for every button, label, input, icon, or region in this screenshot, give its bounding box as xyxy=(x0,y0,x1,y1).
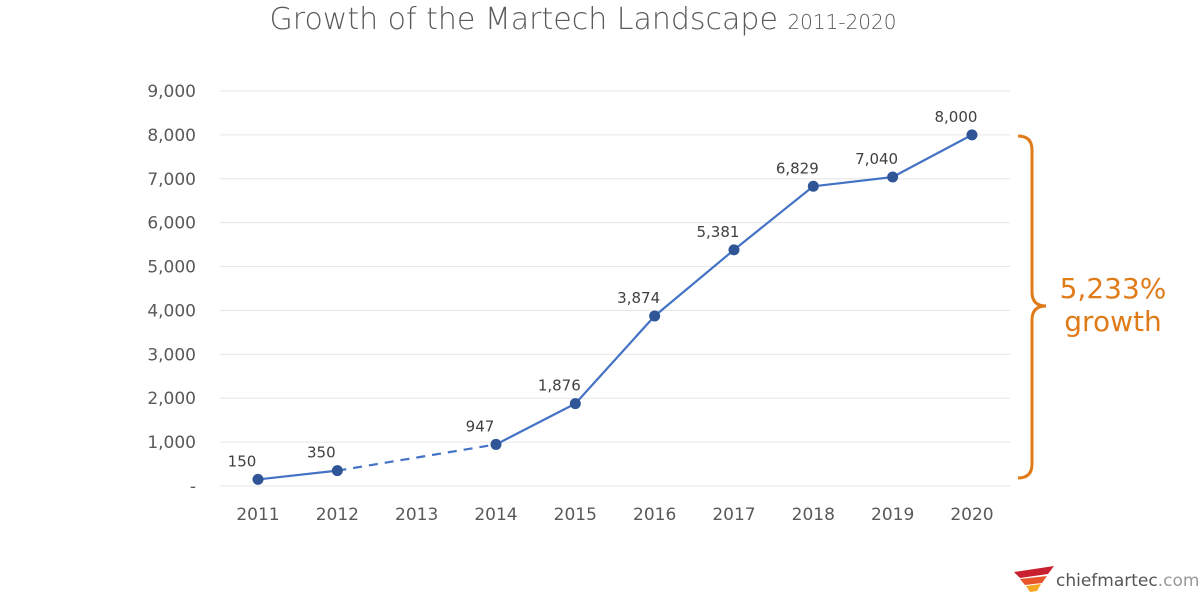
x-tick-label: 2014 xyxy=(474,505,517,525)
data-point xyxy=(252,473,264,485)
data-point xyxy=(490,438,502,450)
x-tick-label: 2019 xyxy=(871,505,914,525)
x-tick-label: 2013 xyxy=(395,505,438,525)
x-tick-label: 2012 xyxy=(316,505,359,525)
growth-label: growth xyxy=(1064,305,1162,338)
data-label: 6,829 xyxy=(776,159,819,177)
data-label: 7,040 xyxy=(855,150,898,168)
data-point xyxy=(728,244,740,256)
title-text: Growth of the Martech Landscape xyxy=(269,2,778,37)
y-tick-label: 9,000 xyxy=(147,82,196,102)
data-point xyxy=(966,129,978,141)
line-segment xyxy=(733,185,814,251)
line-segment xyxy=(495,402,576,446)
y-tick-label: 7,000 xyxy=(147,170,196,190)
line-segment xyxy=(574,315,656,405)
data-label: 1,876 xyxy=(538,377,581,395)
data-label: 350 xyxy=(307,444,336,462)
line-segment xyxy=(257,469,338,481)
growth-annotation: 5,233% growth xyxy=(1048,272,1178,338)
logo-text: chiefmartec xyxy=(1056,571,1158,591)
logo-mark-icon xyxy=(1014,566,1054,592)
data-label: 8,000 xyxy=(934,108,977,126)
dashed-line-segment xyxy=(337,443,497,472)
data-label: 947 xyxy=(466,417,495,435)
data-point xyxy=(649,310,661,322)
line-segment xyxy=(653,248,735,317)
y-tick-label: 6,000 xyxy=(147,214,196,234)
data-label: 3,874 xyxy=(617,289,660,307)
y-tick-label: 4,000 xyxy=(147,301,196,321)
logo-suffix: .com xyxy=(1157,571,1200,591)
x-tick-label: 2020 xyxy=(950,505,993,525)
growth-bracket xyxy=(1017,134,1047,480)
x-tick-label: 2018 xyxy=(792,505,835,525)
y-tick-label: - xyxy=(190,477,196,497)
y-tick-label: 5,000 xyxy=(147,258,196,278)
data-label: 5,381 xyxy=(697,223,740,241)
x-tick-label: 2011 xyxy=(236,505,279,525)
y-tick-label: 2,000 xyxy=(147,389,196,409)
chart-title: Growth of the Martech Landscape 2011-202… xyxy=(0,2,1166,37)
y-tick-label: 8,000 xyxy=(147,126,196,146)
data-point xyxy=(569,398,581,410)
data-point xyxy=(887,171,899,183)
x-tick-label: 2016 xyxy=(633,505,676,525)
chiefmartec-logo: chiefmartec.com xyxy=(1012,566,1199,596)
data-point xyxy=(807,180,819,192)
subtitle-text: 2011-2020 xyxy=(787,10,897,34)
data-point xyxy=(331,465,343,477)
line-segment xyxy=(813,175,893,188)
line-segment xyxy=(892,133,973,178)
y-tick-label: 1,000 xyxy=(147,433,196,453)
growth-percent: 5,233% xyxy=(1059,272,1167,305)
x-tick-label: 2015 xyxy=(554,505,597,525)
y-tick-label: 3,000 xyxy=(147,345,196,365)
data-label: 150 xyxy=(228,452,257,470)
x-tick-label: 2017 xyxy=(712,505,755,525)
